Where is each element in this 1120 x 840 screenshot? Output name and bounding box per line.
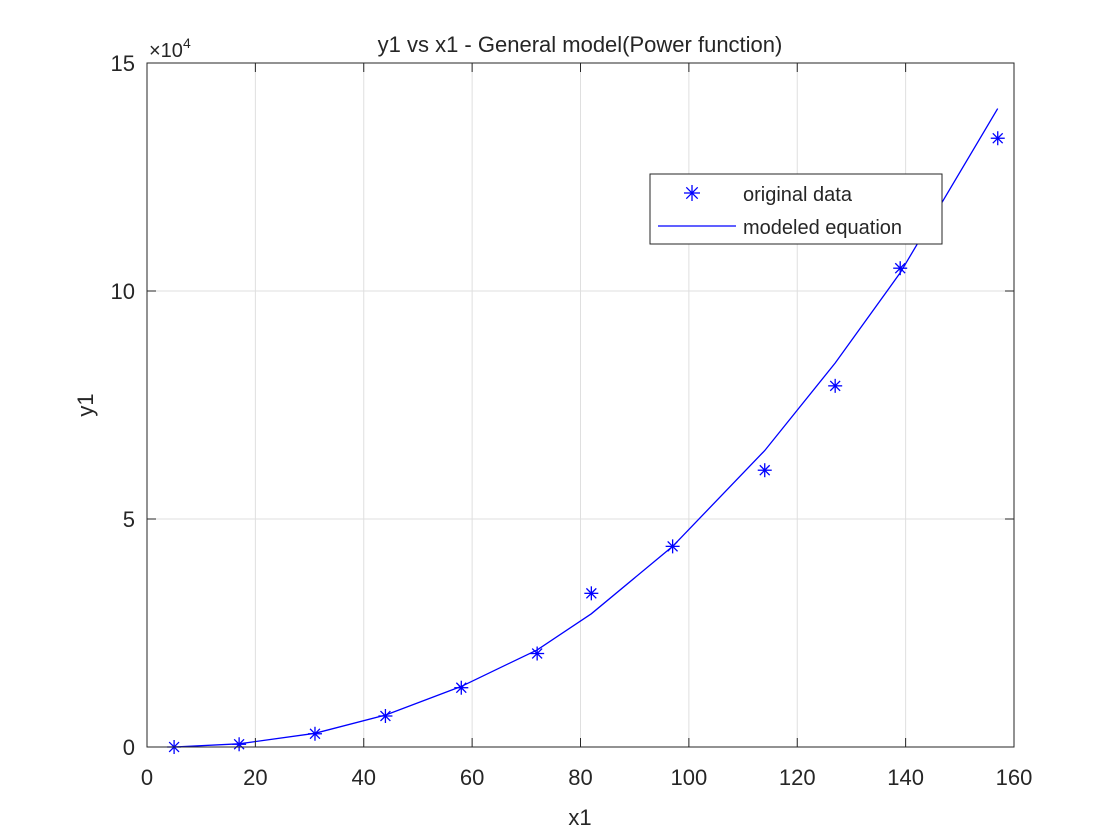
y-tick-label: 0 xyxy=(123,735,135,760)
y-axis-exponent-base: ×10 xyxy=(149,40,183,62)
y-tick-label: 10 xyxy=(111,279,135,304)
y-tick-label: 5 xyxy=(123,507,135,532)
chart-title: y1 vs x1 - General model(Power function) xyxy=(378,32,783,57)
x-tick-label: 80 xyxy=(568,765,592,790)
x-tick-label: 0 xyxy=(141,765,153,790)
y-tick-label: 15 xyxy=(111,51,135,76)
x-tick-label: 40 xyxy=(352,765,376,790)
legend-label-original-data: original data xyxy=(743,184,853,206)
data-point-original-data xyxy=(378,708,393,723)
data-point-original-data xyxy=(990,131,1005,146)
data-point-original-data xyxy=(893,261,908,276)
axis-ticks: 0 20 40 60 80 100 120 140 160 0 5 10 15 xyxy=(111,51,1033,790)
data-series xyxy=(167,108,1005,754)
series-line-modeled-equation xyxy=(174,108,999,748)
x-tick-label: 140 xyxy=(887,765,924,790)
legend-label-modeled-equation: modeled equation xyxy=(743,217,902,239)
y-axis-exponent-label: ×104 xyxy=(149,35,191,62)
legend-box xyxy=(649,173,943,245)
x-tick-label: 100 xyxy=(671,765,708,790)
data-point-original-data xyxy=(828,378,843,393)
y-axis-exponent-power: 4 xyxy=(183,35,191,51)
data-point-original-data xyxy=(757,463,772,478)
x-tick-label: 20 xyxy=(243,765,267,790)
data-point-original-data xyxy=(530,646,545,661)
y-axis-label: y1 xyxy=(73,393,98,416)
x-tick-label: 60 xyxy=(460,765,484,790)
x-axis-label: x1 xyxy=(568,805,591,830)
x-tick-label: 160 xyxy=(996,765,1033,790)
legend: original data modeled equation xyxy=(649,173,943,245)
data-point-original-data xyxy=(584,586,599,601)
x-tick-label: 120 xyxy=(779,765,816,790)
legend-marker-original-data xyxy=(684,185,700,201)
